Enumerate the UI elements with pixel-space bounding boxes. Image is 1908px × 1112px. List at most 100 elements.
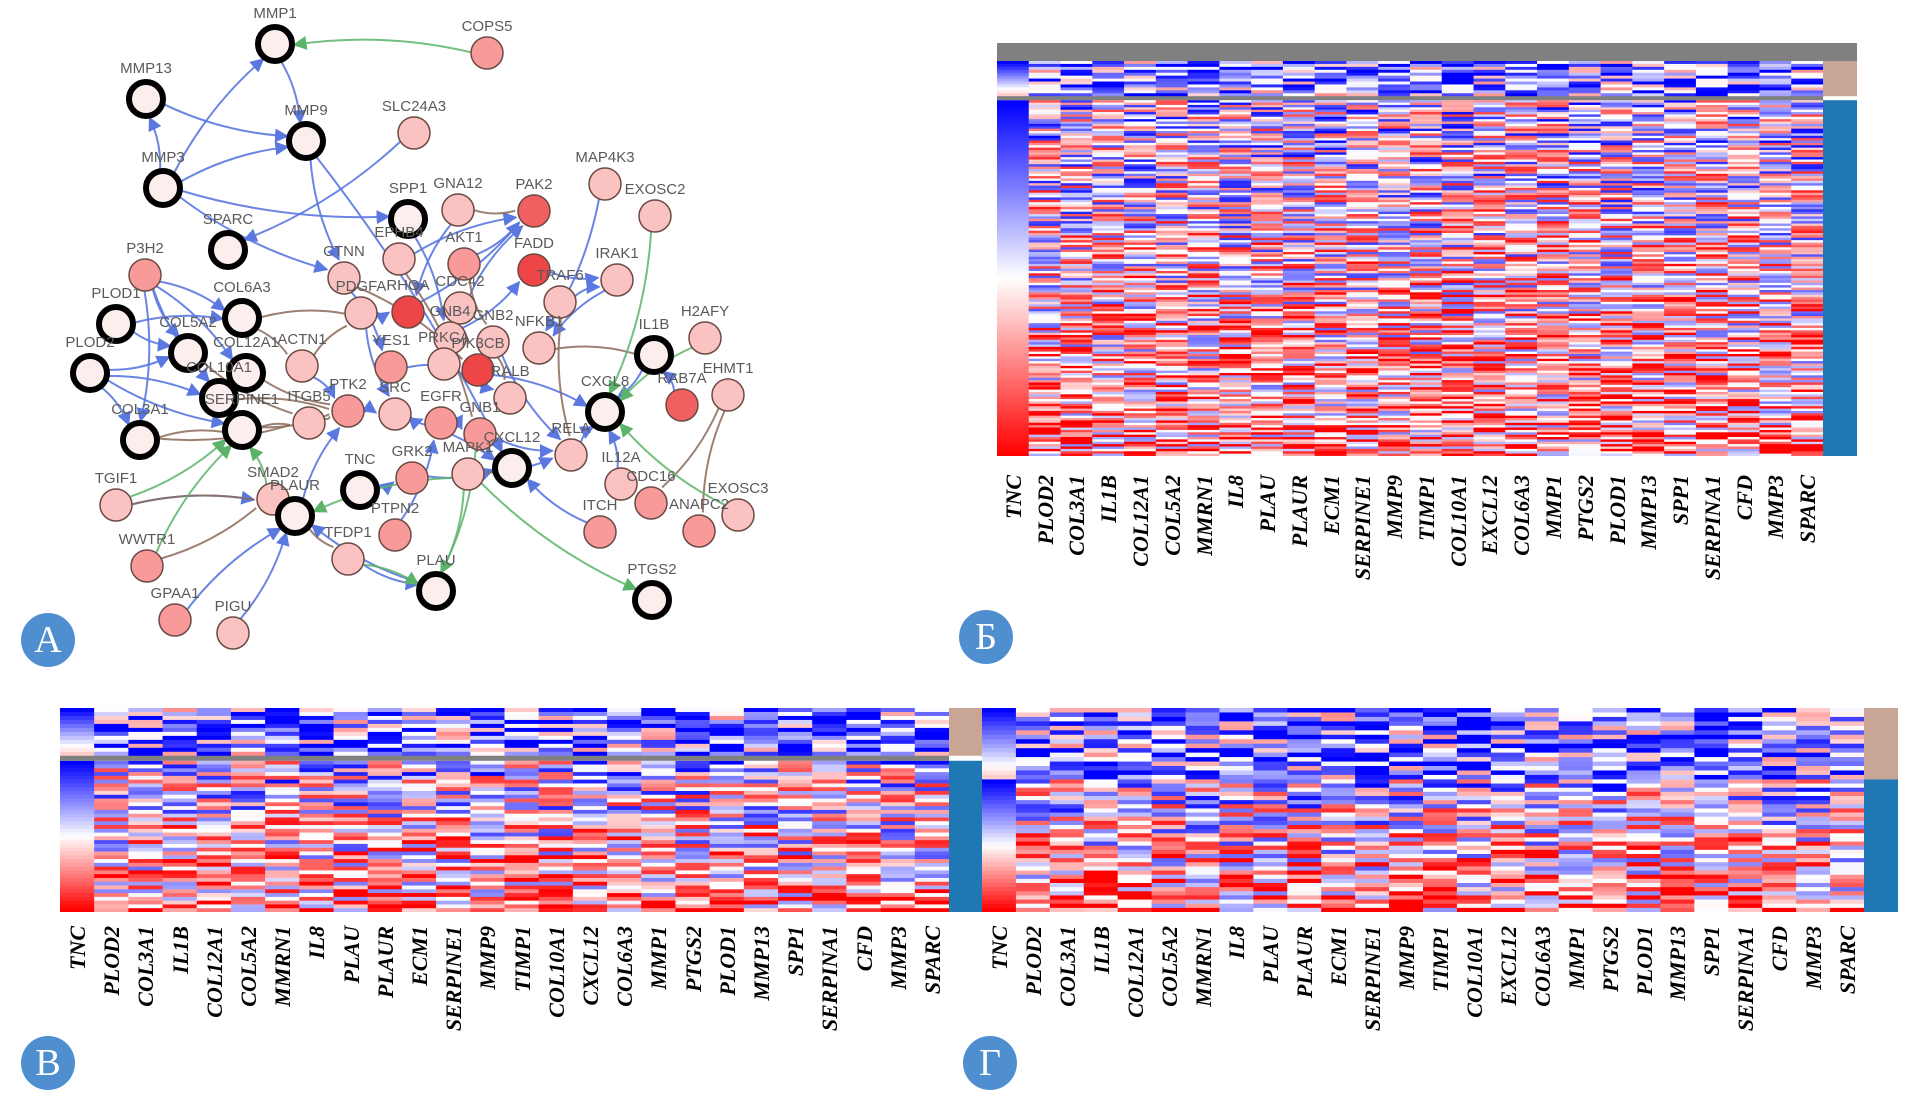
heatmap-cell xyxy=(1505,145,1538,149)
network-node-pak2[interactable]: PAK2 xyxy=(515,176,553,228)
network-node-egfr[interactable]: EGFR xyxy=(420,388,462,440)
network-node-mmp1[interactable]: MMP1 xyxy=(253,5,297,64)
network-node-fadd[interactable]: FADD xyxy=(514,235,554,287)
network-node-wwtr1[interactable]: WWTR1 xyxy=(119,531,176,583)
network-node-cdc16[interactable]: CDC16 xyxy=(626,468,676,520)
heatmap-cell xyxy=(572,743,608,749)
network-node-gnb1[interactable]: GNB1 xyxy=(460,399,501,451)
network-node-plaur[interactable]: PLAUR xyxy=(270,477,320,536)
network-node-ralb[interactable]: RALB xyxy=(490,363,530,415)
heatmap-cell xyxy=(1187,299,1220,303)
heatmap-cell xyxy=(1791,116,1824,120)
network-node-col6a3[interactable]: COL6A3 xyxy=(213,279,271,338)
network-node-ptk2[interactable]: PTK2 xyxy=(329,376,367,428)
network-node-circle xyxy=(585,392,625,432)
heatmap-cell xyxy=(1282,330,1316,334)
heatmap-cell xyxy=(1473,197,1506,201)
network-node-mapk1[interactable]: MAPK1 xyxy=(443,439,494,491)
network-node-tgif1[interactable]: TGIF1 xyxy=(95,470,138,522)
network-node-ptpn2[interactable]: PTPN2 xyxy=(371,500,419,552)
network-node-serpine1[interactable]: SERPINE1 xyxy=(205,391,279,450)
network-node-ctnnb1[interactable]: CTNN xyxy=(323,243,365,295)
network-node-col10a1[interactable]: COL10A1 xyxy=(186,359,252,418)
network-node-pik3cb[interactable]: PIK3CB xyxy=(451,335,505,387)
heatmap-cell xyxy=(997,406,1030,410)
heatmap-cell xyxy=(1568,292,1602,296)
heatmap-cell xyxy=(1695,387,1729,391)
network-node-gnb2[interactable]: GNB2 xyxy=(473,307,514,359)
network-node-sparc[interactable]: SPARC xyxy=(203,211,254,270)
network-node-tfdp1[interactable]: TFDP1 xyxy=(324,524,372,576)
network-node-gna12[interactable]: GNA12 xyxy=(433,175,483,227)
network-node-ehmt1[interactable]: EHMT1 xyxy=(703,360,754,412)
heatmap-cell xyxy=(1155,147,1189,151)
network-node-rhoa[interactable]: RHOA xyxy=(386,277,430,329)
network-node-mmp9[interactable]: MMP9 xyxy=(284,102,328,161)
network-node-plau[interactable]: PLAU xyxy=(416,552,456,611)
network-node-anapc2[interactable]: ANAPC2 xyxy=(669,496,729,548)
network-node-actn1[interactable]: ACTN1 xyxy=(277,331,327,383)
network-node-ptgs2[interactable]: PTGS2 xyxy=(627,561,677,620)
heatmap-cell xyxy=(1600,339,1633,343)
network-node-itgb5[interactable]: ITGB5 xyxy=(287,388,331,440)
heatmap-cell xyxy=(1251,202,1284,206)
network-node-cops5[interactable]: COPS5 xyxy=(462,18,513,70)
heatmap-column-col5a2 xyxy=(230,708,266,757)
network-node-akt1[interactable]: AKT1 xyxy=(445,229,483,281)
network-node-h2afy[interactable]: H2AFY xyxy=(681,303,729,355)
network-node-spp1[interactable]: SPP1 xyxy=(388,180,428,239)
network-node-src[interactable]: SRC xyxy=(378,379,412,431)
network-node-slc24a3[interactable]: SLC24A3 xyxy=(382,98,446,150)
network-node-cxcl12[interactable]: CXCL12 xyxy=(484,429,541,488)
heatmap-cell xyxy=(1282,61,1316,65)
network-node-mmp13[interactable]: MMP13 xyxy=(120,60,172,119)
network-node-ephb4[interactable]: EPHB4 xyxy=(374,224,424,276)
network-node-grk2[interactable]: GRK2 xyxy=(392,443,433,495)
network-node-traf6[interactable]: TRAF6 xyxy=(536,267,584,319)
network-node-tnc[interactable]: TNC xyxy=(340,451,380,510)
network-node-prkca[interactable]: PRKCA xyxy=(418,329,470,381)
network-node-nfkb1[interactable]: NFKB1 xyxy=(515,313,563,365)
network-node-col5a2[interactable]: COL5A2 xyxy=(159,314,217,373)
network-node-rela[interactable]: RELA xyxy=(551,420,591,472)
heatmap-cell xyxy=(1695,112,1729,115)
heatmap-cell xyxy=(1600,204,1633,208)
heatmap-cell xyxy=(1378,230,1411,234)
network-node-exosc2[interactable]: EXOSC2 xyxy=(625,181,686,233)
network-node-il1b[interactable]: IL1B xyxy=(634,316,674,375)
network-node-map4k3[interactable]: MAP4K3 xyxy=(575,149,635,201)
network-node-col3a1[interactable]: COL3A1 xyxy=(111,401,169,460)
network-node-itch[interactable]: ITCH xyxy=(583,497,618,549)
network-node-plod1[interactable]: PLOD1 xyxy=(91,285,141,344)
network-node-il12a[interactable]: IL12A xyxy=(601,449,641,501)
heatmap-cell xyxy=(1632,391,1665,395)
network-node-p3h2[interactable]: P3H2 xyxy=(126,240,164,292)
heatmap-cell xyxy=(1124,140,1157,144)
heatmap-cell xyxy=(1664,150,1697,153)
heatmap-cell xyxy=(1537,221,1570,225)
network-node-mmp3[interactable]: MMP3 xyxy=(141,149,185,208)
heatmap-cell xyxy=(1695,173,1729,177)
network-node-pigu[interactable]: PIGU xyxy=(215,598,252,650)
network-node-irak1[interactable]: IRAK1 xyxy=(595,245,639,297)
heatmap-cell xyxy=(1600,389,1633,393)
network-node-rab7a[interactable]: RAB7A xyxy=(657,370,707,422)
network-node-cdc42[interactable]: CDC42 xyxy=(435,273,485,325)
network-node-yes1[interactable]: YES1 xyxy=(372,332,410,384)
network-node-col12a1[interactable]: COL12A1 xyxy=(213,334,279,393)
heatmap-cell xyxy=(1060,259,1093,262)
heatmap-cell xyxy=(1092,304,1125,308)
heatmap-cell xyxy=(1600,244,1633,248)
heatmap-cell xyxy=(1378,176,1411,179)
heatmap-cell xyxy=(1155,292,1189,296)
network-node-gpaa1[interactable]: GPAA1 xyxy=(151,585,200,637)
network-node-pdgfa[interactable]: PDGFA xyxy=(336,278,387,330)
heatmap-cell xyxy=(1759,145,1792,149)
heatmap-cell xyxy=(1410,325,1443,329)
network-node-plod2[interactable]: PLOD2 xyxy=(65,334,115,393)
network-node-exosc3[interactable]: EXOSC3 xyxy=(708,480,769,532)
heatmap-cell xyxy=(1441,375,1475,379)
heatmap-cell xyxy=(1187,278,1220,281)
network-node-cxcl8[interactable]: CXCL8 xyxy=(581,373,629,432)
heatmap-cell xyxy=(1251,173,1284,177)
